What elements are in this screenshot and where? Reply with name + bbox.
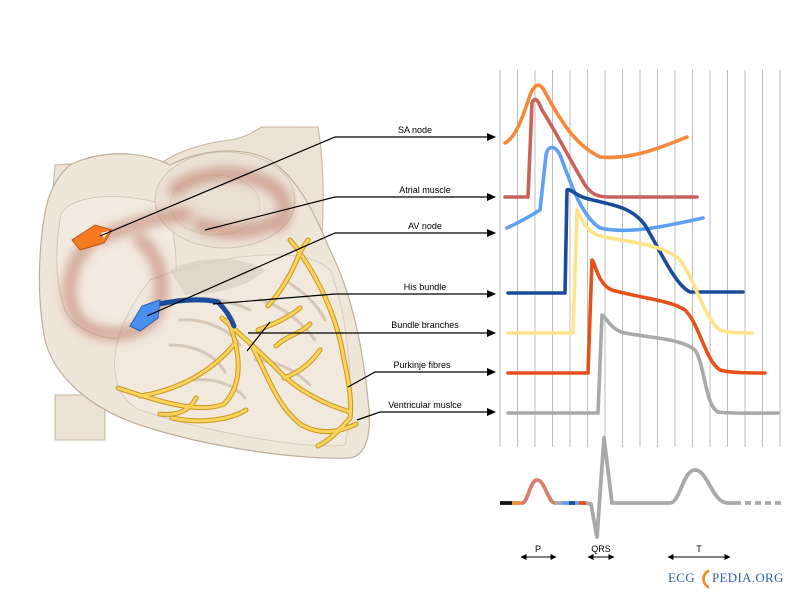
p-wave-label: P	[535, 544, 541, 554]
pointer-his-bundle	[212, 290, 496, 305]
labels: SA node Atrial muscle AV node His bundle…	[99, 125, 496, 421]
ap-curve-sa-node	[503, 83, 689, 160]
pointer-atrial-muscle	[204, 193, 496, 231]
label-av-node: AV node	[408, 221, 442, 231]
pointer-sa-node	[99, 133, 496, 237]
label-bundle-branches: Bundle branches	[391, 320, 459, 330]
septum-fibres	[170, 258, 265, 295]
wave-intervals: P QRS T	[520, 544, 731, 560]
ap-curve-av-node	[505, 145, 705, 233]
pointer-av-node	[146, 229, 496, 317]
logo-text-right: PEDIA.ORG	[712, 570, 784, 585]
label-purkinje-fibres: Purkinje fibres	[393, 360, 451, 370]
label-ventricular-muscle: Ventricular muslce	[388, 400, 462, 410]
time-grid	[499, 70, 781, 447]
av-node-shape	[129, 299, 161, 332]
his-bundle-shape	[147, 297, 237, 329]
heart-illustration	[38, 126, 371, 459]
t-wave-label: T	[696, 544, 702, 554]
ap-curve-atrial-muscle	[503, 97, 699, 199]
label-atrial-muscle: Atrial muscle	[399, 185, 451, 195]
ecg-p-wave	[521, 478, 556, 505]
ap-curve-his-bundle	[506, 187, 745, 295]
pointer-ventricular-muscle	[356, 408, 496, 421]
qrs-label: QRS	[591, 544, 611, 554]
pointer-purkinje-fibres	[347, 368, 496, 388]
ap-curve-ventricular-muscle	[506, 313, 780, 416]
pointer-bundle-branches-secondary	[246, 321, 271, 352]
ap-curve-purkinje-fibres	[506, 258, 767, 375]
logo-text-left: ECG	[668, 570, 695, 585]
sa-node-shape	[71, 224, 113, 251]
action-potentials	[503, 83, 780, 416]
ecg-qrs-t-wave	[585, 436, 735, 539]
label-his-bundle: His bundle	[404, 282, 447, 292]
ecg-trace	[500, 436, 782, 539]
logo-mark	[702, 569, 710, 589]
ap-curve-bundle-branches	[506, 208, 754, 335]
ecgpedia-logo: ECG PEDIA.ORG	[668, 569, 784, 589]
label-sa-node: SA node	[398, 125, 432, 135]
